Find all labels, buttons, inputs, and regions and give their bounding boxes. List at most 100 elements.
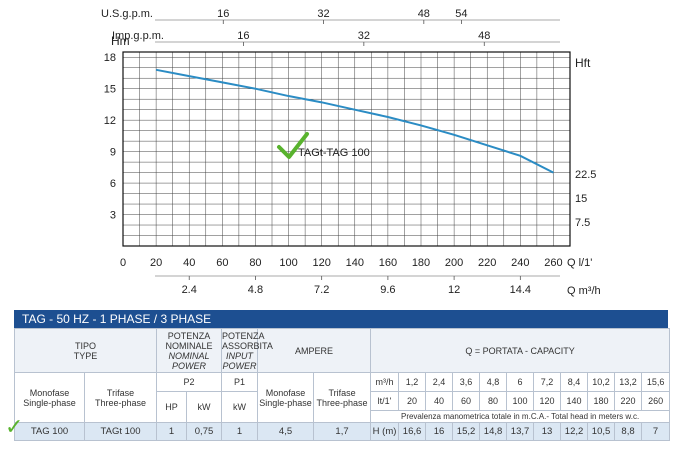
imp-gpm-tick-label: 48 <box>478 30 490 42</box>
x-tick-label: 140 <box>346 257 364 269</box>
y-tick-label: 18 <box>104 52 116 64</box>
p1-header: P1 <box>221 372 259 392</box>
x-tick-label: 20 <box>150 257 162 269</box>
h-value: 13,7 <box>506 422 535 441</box>
spec-table-panel: TAG - 50 HZ - 1 PHASE / 3 PHASE TIPO TYPE… <box>5 310 671 441</box>
head-note: Prevalenza manometrica totale in m.C.A.-… <box>370 410 671 423</box>
amp-three-phase-header: Trifase Three-phase <box>313 372 372 423</box>
pump-performance-chart: TAGt-TAG 100 Hm Hft Q l/1' Q m³/h Imp.g.… <box>101 8 601 297</box>
amp-three-phase-value: 1,7 <box>313 422 372 441</box>
h-value: 12,2 <box>560 422 589 441</box>
x-tick-label: 0 <box>120 257 126 269</box>
input-power-header: POTENZA ASSORBITA INPUT POWER <box>221 328 273 373</box>
right-tick-label: 15 <box>575 193 587 205</box>
lt-value: 120 <box>533 391 562 411</box>
kw-value: 0,75 <box>186 422 223 441</box>
h-value: 10,5 <box>587 422 616 441</box>
plot-frame <box>122 51 571 247</box>
us-gpm-tick-label: 48 <box>418 8 430 20</box>
x-tick-label: 260 <box>544 257 562 269</box>
x-tick-label: 180 <box>412 257 430 269</box>
lt-value: 60 <box>452 391 481 411</box>
amp-single-phase-value: 4,5 <box>257 422 315 441</box>
x-axis-label: Q l/1' <box>567 257 592 269</box>
x-tick-label: 80 <box>249 257 261 269</box>
m3h-value: 1,2 <box>398 372 427 392</box>
y-tick-label: 12 <box>104 115 116 127</box>
m3h-value: 13,2 <box>614 372 643 392</box>
us-gpm-tick-label: 32 <box>317 8 329 20</box>
y-tick-label: 9 <box>110 147 116 159</box>
series-label: TAGt-TAG 100 <box>298 147 370 159</box>
right-axis-label: Hft <box>575 56 591 70</box>
lt-value: 100 <box>506 391 535 411</box>
h-label-cell: H (m) <box>370 422 400 441</box>
x-tick-label: 160 <box>379 257 397 269</box>
table-title: TAG - 50 HZ - 1 PHASE / 3 PHASE <box>14 310 668 328</box>
type-header: TIPO TYPE <box>13 328 158 373</box>
m3h-value: 8,4 <box>560 372 589 392</box>
three-phase-header: Trifase Three-phase <box>83 372 158 423</box>
model-single-phase: ✓ TAG 100 <box>5 414 85 441</box>
capacity-header: Q = PORTATA - CAPACITY <box>370 328 671 373</box>
m3h-label-cell: m³/h <box>370 372 400 392</box>
imp-gpm-tick-label: 16 <box>237 30 249 42</box>
lt-value: 220 <box>614 391 643 411</box>
x-tick-label: 40 <box>183 257 195 269</box>
m3h-tick-label: 4.8 <box>248 284 263 296</box>
m3h-tick-label: 9.6 <box>380 284 395 296</box>
h-value: 15,2 <box>452 422 481 441</box>
m3h-tick-label: 14.4 <box>510 284 531 296</box>
model-three-phase: TAGt 100 <box>83 422 158 441</box>
ampere-header: AMPERE <box>257 328 372 373</box>
single-phase-header: Monofase Single-phase <box>14 372 85 423</box>
chart-grid <box>123 52 570 246</box>
x-tick-label: 60 <box>216 257 228 269</box>
m3h-value: 2,4 <box>425 372 454 392</box>
x-tick-label: 220 <box>478 257 496 269</box>
amp-single-phase-header: Monofase Single-phase <box>257 372 315 423</box>
checkmark-icon <box>277 132 309 159</box>
m3h-value: 7,2 <box>533 372 562 392</box>
lt-value: 80 <box>479 391 508 411</box>
lt-label-cell: lt/1' <box>370 391 400 411</box>
imp-gpm-axis-label: Imp.g.p.m. <box>112 30 164 42</box>
kw-header: kW <box>186 391 223 423</box>
h-value: 16,6 <box>398 422 427 441</box>
m3h-value: 6 <box>506 372 535 392</box>
pump-curve-line <box>155 68 554 174</box>
hp-value: 1 <box>156 422 188 441</box>
m3h-value: 3,6 <box>452 372 481 392</box>
lt-value: 40 <box>425 391 454 411</box>
checkmark-icon: ✓ <box>5 414 24 439</box>
nominal-power-header: POTENZA NOMINALE NOMINAL POWER <box>156 328 223 373</box>
m3h-axis-label: Q m³/h <box>567 285 601 297</box>
h-value: 14,8 <box>479 422 508 441</box>
us-gpm-tick-label: 54 <box>455 8 467 20</box>
x-tick-label: 200 <box>445 257 463 269</box>
y-tick-label: 6 <box>110 178 116 190</box>
right-tick-label: 22.5 <box>575 169 596 181</box>
h-value: 8,8 <box>614 422 643 441</box>
m3h-value: 4,8 <box>479 372 508 392</box>
p1-value: 1 <box>221 422 259 441</box>
m3h-value: 15,6 <box>641 372 671 392</box>
x-tick-label: 240 <box>511 257 529 269</box>
p1-kw-header: kW <box>221 391 259 423</box>
h-value: 16 <box>425 422 454 441</box>
lt-value: 260 <box>641 391 671 411</box>
x-tick-label: 120 <box>312 257 330 269</box>
m3h-tick-label: 2.4 <box>182 284 197 296</box>
m3h-tick-label: 7.2 <box>314 284 329 296</box>
us-gpm-tick-label: 16 <box>217 8 229 20</box>
lt-value: 20 <box>398 391 427 411</box>
y-tick-label: 3 <box>110 210 116 222</box>
m3h-value: 10,2 <box>587 372 616 392</box>
h-value: 7 <box>641 422 671 441</box>
us-gpm-axis-label: U.S.g.p.m. <box>101 8 153 20</box>
x-tick-label: 100 <box>279 257 297 269</box>
lt-value: 180 <box>587 391 616 411</box>
spec-table: TIPO TYPE POTENZA NOMINALE NOMINAL POWER P… <box>5 328 671 441</box>
y-axis-label: Hm <box>111 34 130 48</box>
lt-value: 140 <box>560 391 589 411</box>
